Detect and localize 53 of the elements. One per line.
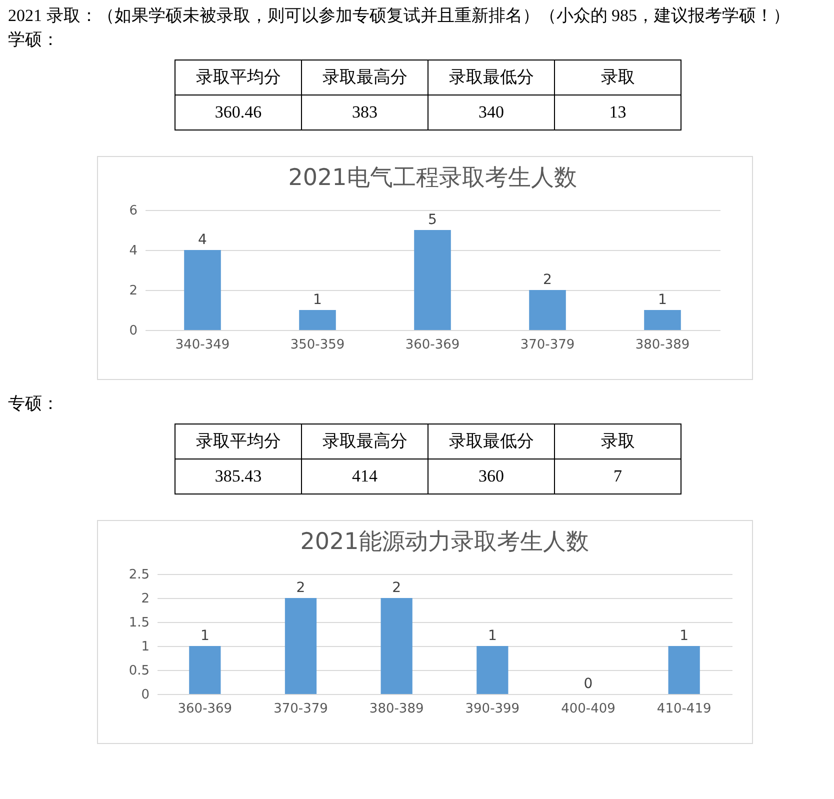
data-label: 13: [609, 102, 626, 122]
category-label: 录取最低分: [448, 432, 534, 450]
data-label: 1: [313, 292, 322, 308]
x-tick-label: 360-369: [178, 702, 232, 716]
data-label: 2: [392, 580, 402, 596]
x-tick-label: 370-379: [520, 338, 575, 352]
category-label: 录取平均分: [196, 68, 281, 86]
x-tick-label: 360-369: [405, 338, 460, 352]
y-tick-label: 2: [129, 284, 138, 298]
y-tick-label: 0.5: [128, 664, 150, 678]
category-label: 录取最高分: [322, 432, 408, 450]
text: 2021 录取：（如果学硕未被录取，则可以参加专硕复试并且重新排名）（小众的 985，建议报考学硕！）: [8, 5, 791, 27]
data-label: 2: [296, 580, 306, 596]
data-label: 414: [352, 466, 378, 486]
x-tick-label: 400-409: [561, 702, 616, 716]
data-label: 5: [428, 212, 437, 228]
x-tick-label: 370-379: [274, 702, 328, 716]
x-tick-label: 380-389: [369, 702, 424, 716]
y-tick-label: 1.5: [128, 616, 150, 630]
data-label: 1: [200, 628, 210, 644]
data-label: 1: [488, 628, 497, 644]
y-tick-label: 2.5: [128, 568, 150, 582]
text: 专硕：: [8, 393, 60, 415]
data-label: 340: [478, 102, 504, 122]
data-label: 360.46: [214, 102, 262, 122]
x-tick-label: 340-349: [175, 338, 230, 352]
data-label: 1: [658, 292, 667, 308]
category-label: 录取最高分: [322, 68, 408, 86]
chart-title: 2021电气工程录取考生人数: [288, 165, 577, 191]
x-tick-label: 350-359: [290, 338, 345, 352]
data-label: 1: [680, 628, 689, 644]
data-label: 4: [198, 232, 208, 248]
y-tick-label: 0: [141, 688, 150, 702]
x-tick-label: 390-399: [465, 702, 520, 716]
y-tick-label: 0: [129, 324, 138, 338]
data-label: 360: [478, 466, 504, 486]
data-label: 385.43: [214, 466, 262, 486]
category-label: 录取平均分: [196, 432, 281, 450]
y-tick-label: 2: [141, 592, 150, 606]
data-label: 7: [614, 466, 622, 486]
y-tick-label: 6: [129, 204, 138, 218]
chart-title: 2021能源动力录取考生人数: [300, 529, 589, 555]
y-tick-label: 4: [129, 244, 138, 258]
x-tick-label: 410-419: [656, 702, 712, 716]
y-tick-label: 1: [141, 640, 150, 654]
data-label: 2: [543, 272, 552, 288]
data-label: 383: [352, 102, 378, 122]
category-label: 录取: [600, 68, 635, 86]
text: 学硕：: [8, 29, 60, 51]
x-tick-label: 380-389: [635, 338, 690, 352]
category-label: 录取最低分: [448, 68, 534, 86]
data-label: 0: [584, 676, 593, 692]
category-label: 录取: [600, 432, 635, 450]
